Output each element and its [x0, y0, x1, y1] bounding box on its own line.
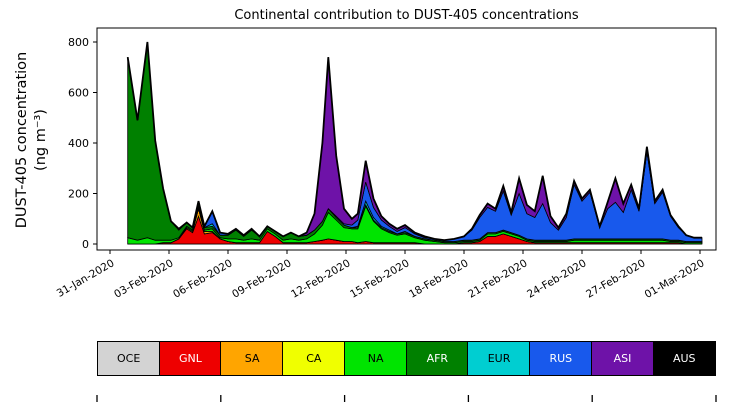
- legend-item-ca: CA: [282, 341, 346, 376]
- chart-title: Continental contribution to DUST-405 con…: [234, 8, 579, 23]
- x-tick-label: 21-Feb-2020: [466, 257, 529, 301]
- x-tick-label: 18-Feb-2020: [407, 257, 470, 301]
- y-tick-label: 0: [82, 238, 89, 251]
- x-tick-label: 03-Feb-2020: [112, 257, 175, 301]
- y-axis-label: DUST-405 concentration (ng m⁻³): [13, 15, 57, 265]
- x-tick-label: 12-Feb-2020: [289, 257, 352, 301]
- legend-item-eur: EUR: [467, 341, 531, 376]
- y-tick-label: 800: [68, 36, 89, 49]
- legend-item-asi: ASI: [590, 341, 655, 376]
- legend-item-sa: SA: [220, 341, 284, 376]
- y-tick-label: 600: [68, 86, 89, 99]
- legend-item-aus: AUS: [652, 341, 716, 376]
- x-tick-label: 06-Feb-2020: [171, 257, 234, 301]
- legend-item-na: NA: [343, 341, 408, 376]
- stacked-areas: [126, 41, 703, 245]
- x-tick-label: 15-Feb-2020: [348, 257, 411, 301]
- legend-item-gnl: GNL: [158, 341, 223, 376]
- area-rus: [127, 41, 703, 242]
- total-outline: [126, 41, 702, 242]
- y-axis-label-line1: DUST-405 concentration: [14, 51, 30, 229]
- legend-item-afr: AFR: [405, 341, 469, 376]
- legend-item-oce: OCE: [97, 341, 161, 376]
- legend-item-rus: RUS: [529, 341, 593, 376]
- y-tick-label: 200: [68, 187, 89, 200]
- x-tick-label: 24-Feb-2020: [525, 257, 588, 301]
- x-tick-label: 27-Feb-2020: [584, 257, 647, 301]
- x-tick-label: 09-Feb-2020: [230, 257, 293, 301]
- axes-frame: [96, 27, 717, 251]
- y-axis-label-line2: (ng m⁻³): [32, 109, 49, 171]
- x-tick-label: 01-Mar-2020: [643, 257, 707, 301]
- y-tick-label: 400: [68, 137, 89, 150]
- legend: OCE GNL SA CA NA AFR EUR RUS ASI AUS: [97, 341, 716, 376]
- x-tick-label: 31-Jan-2020: [55, 257, 117, 300]
